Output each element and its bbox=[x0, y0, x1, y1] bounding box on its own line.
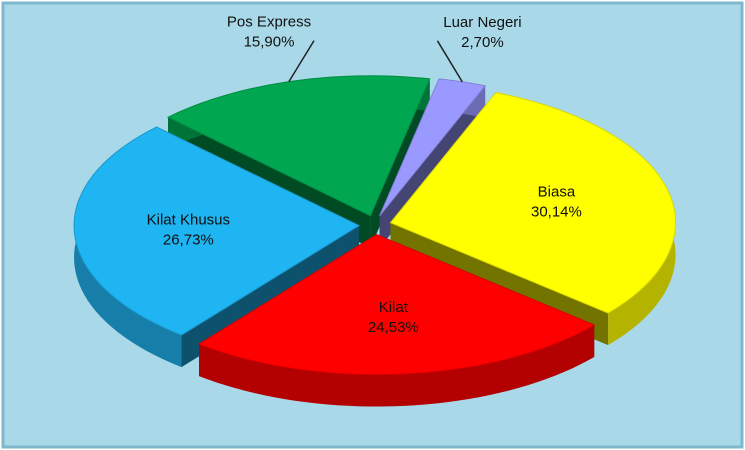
leader-line bbox=[436, 40, 463, 83]
slice-label: Biasa bbox=[538, 183, 576, 200]
slice-label: Kilat bbox=[379, 299, 409, 316]
slice-value-label: 24,53% bbox=[368, 319, 419, 336]
slice-top bbox=[73, 126, 361, 336]
slice-value-label: 15,90% bbox=[244, 34, 295, 51]
slice-label: Kilat Khusus bbox=[147, 211, 230, 228]
slice-value-label: 30,14% bbox=[531, 203, 582, 220]
slice-top bbox=[197, 233, 596, 376]
slice-top bbox=[389, 92, 677, 314]
slice-label: Pos Express bbox=[227, 14, 311, 31]
slice-side bbox=[199, 324, 595, 407]
slice-value-label: 2,70% bbox=[461, 34, 504, 51]
slice-top bbox=[166, 75, 431, 217]
leader-line bbox=[288, 40, 315, 83]
slice-value-label: 26,73% bbox=[163, 231, 214, 248]
slice-label: Luar Negeri bbox=[443, 14, 521, 31]
slice bbox=[197, 233, 596, 407]
